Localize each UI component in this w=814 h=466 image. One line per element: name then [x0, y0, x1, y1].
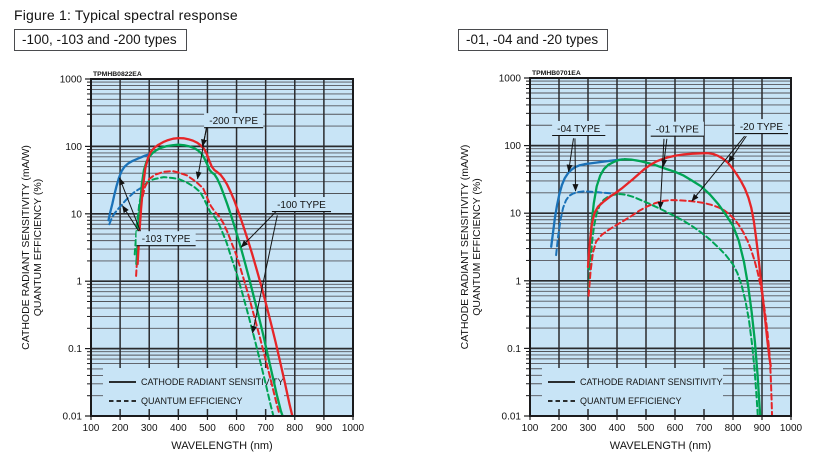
panel-label-right: -01, -04 and -20 types — [458, 29, 609, 51]
series-103-type-sensitivity — [107, 153, 151, 222]
x-tick-label: 100 — [522, 423, 539, 434]
y-tick-label: 1 — [515, 276, 521, 287]
annotation-arrow — [727, 135, 747, 164]
figure-title: Figure 1: Typical spectral response — [14, 7, 238, 23]
series-103-type-quantum-efficiency — [108, 185, 145, 226]
y-tick-label: 1000 — [499, 74, 522, 85]
annotation-arrow — [572, 138, 579, 192]
legend-label: CATHODE RADIANT SENSITIVITY — [580, 377, 723, 387]
x-axis-title: WAVELENGTH (nm) — [610, 440, 711, 452]
legend-label: QUANTUM EFFICIENCY — [580, 396, 682, 406]
legend-label: QUANTUM EFFICIENCY — [141, 396, 243, 406]
series-20-type-sensitivity — [586, 151, 772, 368]
legend: CATHODE RADIANT SENSITIVITY QUANTUM EFFIC… — [542, 368, 723, 409]
y-axis-title-line1: CATHODE RADIANT SENSITIVITY (mA/W) — [459, 145, 471, 350]
y-axis-title-line1: CATHODE RADIANT SENSITIVITY (mA/W) — [20, 145, 32, 350]
legend: CATHODE RADIANT SENSITIVITY QUANTUM EFFIC… — [103, 368, 284, 409]
y-tick-label: 100 — [65, 142, 82, 153]
annotation-arrow — [119, 177, 142, 234]
annotation-arrow — [251, 215, 278, 334]
annotation-arrow — [195, 126, 208, 180]
annotation-label: -01 TYPE — [656, 125, 699, 136]
annotation-arrow — [122, 205, 142, 235]
annotation-arrow — [691, 135, 745, 202]
series-group — [550, 151, 774, 417]
annotation-label: -20 TYPE — [740, 122, 783, 133]
series-100-type-quantum-efficiency — [133, 176, 275, 417]
y-tick-label: 10 — [510, 209, 522, 220]
annotation-arrow — [657, 138, 665, 210]
x-tick-label: 400 — [609, 423, 626, 434]
annotation-background — [271, 197, 332, 212]
series-group — [107, 136, 294, 417]
x-tick-label: 200 — [551, 423, 568, 434]
panel-label-left: -100, -103 and -200 types — [14, 29, 187, 51]
x-tick-label: 1000 — [780, 423, 803, 434]
annotation-arrow — [661, 138, 668, 168]
annotation-label: -100 TYPE — [277, 200, 326, 211]
annotation-arrow — [566, 138, 574, 173]
legend-background — [103, 368, 284, 409]
annotation-background — [650, 121, 704, 136]
x-tick-label: 400 — [170, 423, 187, 434]
annotation-background — [734, 119, 789, 134]
y-axis-title-line2: QUANTUM EFFICIENCY (%) — [471, 178, 483, 315]
y-axis-title-line2: QUANTUM EFFICIENCY (%) — [32, 179, 44, 316]
x-tick-label: 300 — [141, 423, 158, 434]
x-axis-title: WAVELENGTH (nm) — [171, 440, 272, 452]
y-tick-label: 1 — [76, 277, 82, 288]
annotation-label: -04 TYPE — [557, 124, 600, 135]
annotation-label: -200 TYPE — [209, 116, 258, 127]
plot-id: TPMHB0822EA — [93, 71, 142, 78]
annotation-04-type: -04 TYPE — [552, 121, 606, 192]
annotation-103-type: -103 TYPE — [119, 177, 196, 247]
x-tick-label: 200 — [112, 423, 129, 434]
legend-label: CATHODE RADIANT SENSITIVITY — [141, 377, 284, 387]
y-tick-label: 10 — [71, 209, 83, 220]
annotation-arrow — [240, 209, 279, 248]
x-tick-label: 900 — [316, 423, 333, 434]
series-200-type-sensitivity — [136, 136, 294, 417]
annotation-20-type: -20 TYPE — [691, 119, 789, 202]
series-01-type-sensitivity — [587, 158, 762, 417]
legend-background — [542, 368, 723, 409]
plot-background — [91, 79, 353, 416]
annotation-background — [136, 231, 196, 246]
x-tick-label: 700 — [257, 423, 274, 434]
x-tick-label: 900 — [754, 423, 771, 434]
y-tick-label: 1000 — [60, 75, 83, 86]
x-tick-label: 500 — [199, 423, 216, 434]
x-tick-label: 700 — [696, 423, 713, 434]
annotation-01-type: -01 TYPE — [650, 121, 704, 210]
annotation-background — [552, 121, 606, 136]
plot-id: TPMHB0701EA — [532, 70, 581, 77]
y-tick-label: 0.01 — [63, 412, 83, 423]
series-04-type-quantum-efficiency — [555, 190, 613, 257]
y-tick-label: 0.1 — [507, 344, 521, 355]
annotation-background — [204, 113, 264, 128]
x-tick-label: 500 — [638, 423, 655, 434]
annotation-label: -103 TYPE — [142, 234, 191, 245]
x-tick-label: 600 — [667, 423, 684, 434]
x-tick-label: 300 — [580, 423, 597, 434]
y-tick-label: 0.01 — [502, 412, 522, 423]
y-tick-label: 100 — [504, 141, 521, 152]
x-tick-label: 600 — [228, 423, 245, 434]
y-tick-label: 0.1 — [68, 344, 82, 355]
plot-border — [529, 77, 792, 417]
x-tick-label: 1000 — [342, 423, 365, 434]
series-100-type-sensitivity — [135, 143, 285, 417]
x-tick-label: 100 — [83, 423, 100, 434]
x-tick-label: 800 — [286, 423, 303, 434]
annotation-200-type: -200 TYPE — [195, 113, 264, 180]
x-tick-label: 800 — [725, 423, 742, 434]
plot-border — [90, 78, 354, 417]
annotation-100-type: -100 TYPE — [240, 197, 332, 334]
